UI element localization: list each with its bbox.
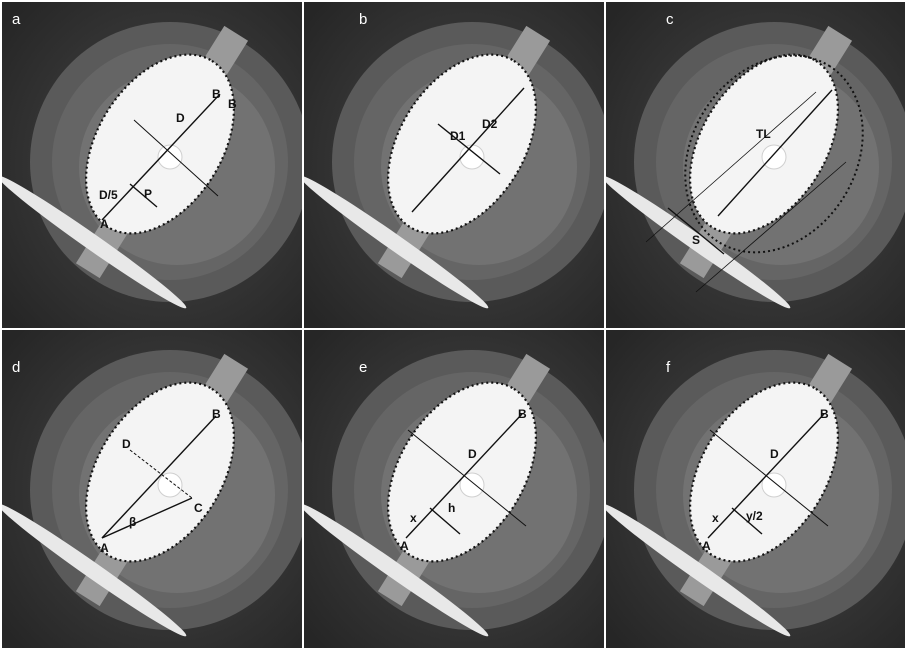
fitted-ellipse bbox=[84, 381, 236, 563]
label-a: A bbox=[100, 541, 109, 555]
outer-dotted-ellipse bbox=[684, 54, 864, 254]
panel-d-image: d B D C β A bbox=[2, 330, 302, 648]
panel-b-image: b D1 D2 bbox=[304, 2, 604, 328]
panel-e-image: e B D x h A bbox=[304, 330, 604, 648]
line-ac bbox=[101, 497, 193, 539]
line-s bbox=[667, 207, 725, 255]
panel-letter: a bbox=[12, 11, 21, 28]
label-d5: D/5 bbox=[99, 188, 118, 202]
blade bbox=[2, 503, 187, 637]
center-hole bbox=[459, 144, 485, 170]
blade bbox=[304, 503, 489, 637]
line-d1 bbox=[411, 87, 525, 213]
label-d2: D2 bbox=[482, 117, 498, 131]
label-d: D bbox=[122, 437, 131, 451]
label-x: x bbox=[410, 511, 417, 525]
implant-head bbox=[86, 382, 234, 562]
label-d: D bbox=[468, 447, 477, 461]
implant-head bbox=[690, 54, 838, 234]
label-b: B bbox=[518, 407, 527, 421]
line-h bbox=[429, 507, 461, 535]
label-a: A bbox=[702, 539, 711, 553]
label-c: C bbox=[194, 501, 203, 515]
panel-f: f B D x y/2 A bbox=[606, 330, 905, 648]
panel-f-image: f B D x y/2 A bbox=[606, 330, 905, 648]
label-d: D bbox=[176, 111, 185, 125]
perpendicular-line bbox=[407, 429, 527, 527]
center-hole bbox=[157, 144, 183, 170]
line-tl bbox=[717, 89, 833, 217]
blade bbox=[2, 175, 187, 309]
line-ab bbox=[101, 415, 217, 539]
line-p bbox=[129, 183, 158, 208]
panel-c-image: c TL S bbox=[606, 2, 905, 328]
label-p: P bbox=[144, 187, 152, 201]
blade bbox=[606, 175, 791, 309]
center-hole bbox=[761, 144, 787, 170]
perpendicular-line bbox=[709, 429, 829, 527]
line-dc bbox=[129, 449, 193, 499]
line-d2 bbox=[437, 123, 501, 175]
label-b2: B bbox=[228, 97, 237, 111]
line-y2 bbox=[731, 507, 763, 535]
label-s: S bbox=[692, 233, 700, 247]
label-b: B bbox=[212, 407, 221, 421]
blade bbox=[606, 503, 791, 637]
center-hole bbox=[157, 472, 183, 498]
center-hole bbox=[459, 472, 485, 498]
panel-c: c TL S bbox=[606, 2, 905, 328]
label-h: h bbox=[448, 501, 455, 515]
label-d: D bbox=[770, 447, 779, 461]
panel-letter: f bbox=[666, 359, 671, 376]
blade bbox=[304, 175, 489, 309]
label-b: B bbox=[212, 87, 221, 101]
tangent-line-1 bbox=[645, 91, 817, 243]
tangent-line-2 bbox=[695, 161, 847, 293]
label-a: A bbox=[400, 539, 409, 553]
label-beta: β bbox=[129, 515, 136, 529]
line-d bbox=[101, 93, 221, 221]
label-tl: TL bbox=[756, 127, 771, 141]
perpendicular-line bbox=[133, 119, 219, 197]
panel-a: a D B B D/5 P A bbox=[2, 2, 302, 328]
fitted-ellipse bbox=[84, 53, 236, 235]
label-a: A bbox=[100, 217, 109, 231]
panel-letter: e bbox=[359, 359, 367, 376]
panel-b: b D1 D2 bbox=[304, 2, 604, 328]
label-x: x bbox=[712, 511, 719, 525]
panel-letter: c bbox=[666, 11, 674, 28]
label-b: B bbox=[820, 407, 829, 421]
panel-a-image: a D B B D/5 P A bbox=[2, 2, 302, 328]
panel-letter: d bbox=[12, 359, 20, 376]
panel-e: e B D x h A bbox=[304, 330, 604, 648]
panel-letter: b bbox=[359, 11, 367, 28]
label-y2: y/2 bbox=[746, 509, 763, 523]
center-hole bbox=[761, 472, 787, 498]
panel-d: d B D C β A bbox=[2, 330, 302, 648]
label-d1: D1 bbox=[450, 129, 466, 143]
